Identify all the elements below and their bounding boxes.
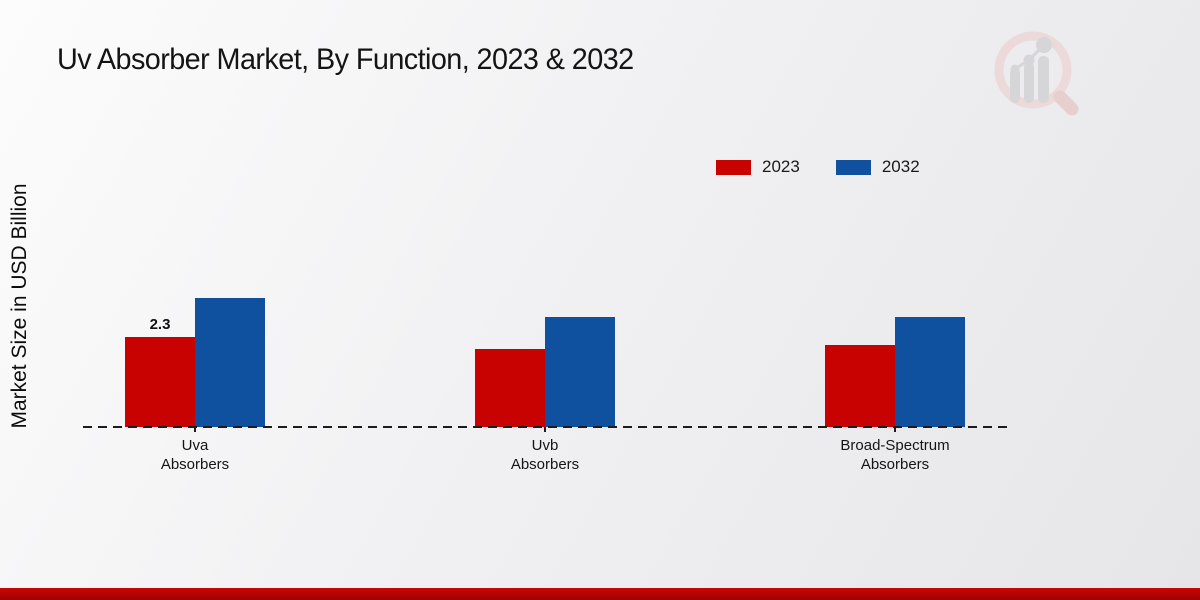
bar-2023-uva-absorbers bbox=[125, 337, 195, 427]
bar-2023-broad-spectrum-absorbers bbox=[825, 345, 895, 427]
bar-2032-uvb-absorbers bbox=[545, 317, 615, 427]
x-axis-tick bbox=[194, 427, 196, 432]
category-label: Broad-Spectrum Absorbers bbox=[840, 437, 950, 473]
legend-swatch-2032 bbox=[835, 159, 871, 175]
legend-label-2032: 2032 bbox=[881, 157, 920, 176]
legend-swatch-2023 bbox=[716, 159, 751, 175]
legend: 2023 2032 bbox=[716, 157, 920, 177]
footer-brand-stripe bbox=[0, 588, 1200, 600]
x-axis-tick bbox=[894, 427, 896, 432]
bar-2023-uvb-absorbers bbox=[475, 349, 545, 427]
bar-2032-uva-absorbers bbox=[195, 298, 265, 427]
legend-item-2032: 2032 bbox=[835, 157, 920, 177]
legend-label-2023: 2023 bbox=[762, 157, 800, 176]
market-research-future-logo-icon bbox=[994, 31, 1079, 116]
chart-title: Uv Absorber Market, By Function, 2023 & … bbox=[57, 43, 634, 76]
x-axis-baseline bbox=[83, 426, 1007, 428]
bar-2032-broad-spectrum-absorbers bbox=[895, 317, 965, 427]
bar-value-label: 2.3 bbox=[149, 316, 171, 333]
x-axis-tick bbox=[544, 427, 546, 432]
category-label: Uvb Absorbers bbox=[510, 437, 580, 473]
legend-item-2023: 2023 bbox=[716, 157, 800, 177]
category-label: Uva Absorbers bbox=[160, 437, 230, 473]
